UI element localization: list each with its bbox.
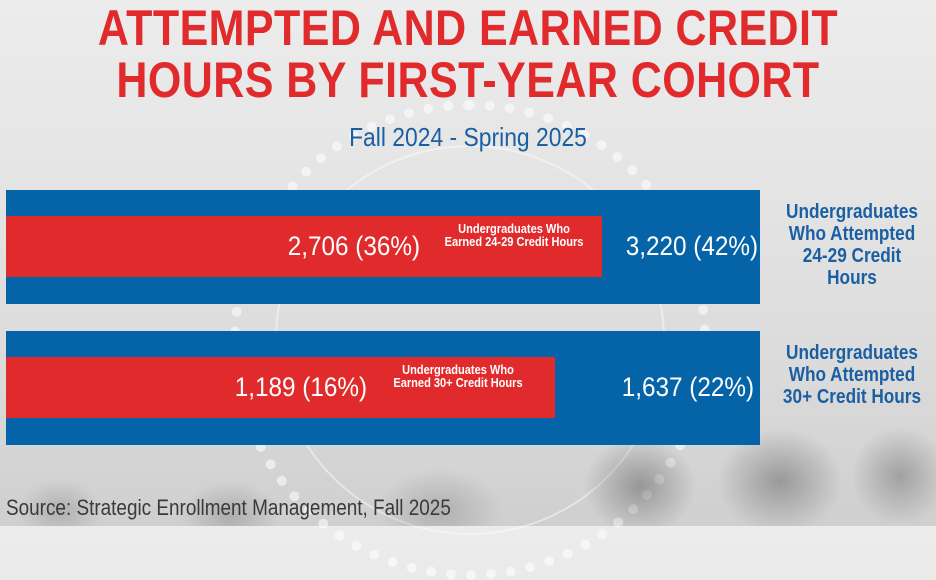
- earned-value-24-29: 2,706 (36%): [287, 231, 420, 261]
- earned-value-30plus: 1,189 (16%): [234, 372, 367, 402]
- earned-bar-30plus: [6, 357, 555, 418]
- earned-label-24-29: Undergraduates Who Earned 24-29 Credit H…: [444, 221, 584, 249]
- attempted-value-24-29: 3,220 (42%): [625, 231, 758, 261]
- earned-bar-24-29: [6, 216, 602, 277]
- title-line-2: HOURS BY FIRST-YEAR COHORT: [116, 52, 820, 108]
- attempted-value-30plus: 1,637 (22%): [621, 372, 754, 402]
- chart-title: ATTEMPTED AND EARNED CREDIT HOURS BY FIR…: [66, 2, 871, 106]
- chart-subtitle: Fall 2024 - Spring 2025: [349, 122, 587, 152]
- source-note: Source: Strategic Enrollment Management,…: [6, 495, 451, 520]
- title-line-1: ATTEMPTED AND EARNED CREDIT: [97, 0, 839, 56]
- attempted-label-30plus: Undergraduates Who Attempted 30+ Credit …: [782, 342, 922, 408]
- attempted-label-24-29: Undergraduates Who Attempted 24-29 Credi…: [786, 201, 918, 289]
- attempted-bar-30plus: 1,189 (16%) Undergraduates Who Earned 30…: [6, 331, 760, 445]
- attempted-bar-24-29: 2,706 (36%) Undergraduates Who Earned 24…: [6, 190, 760, 304]
- earned-label-30plus: Undergraduates Who Earned 30+ Credit Hou…: [393, 362, 523, 390]
